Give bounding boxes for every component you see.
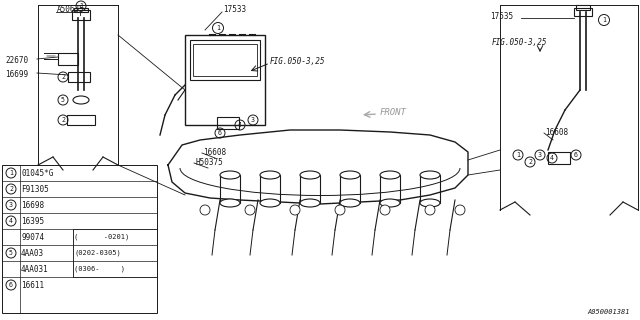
Bar xyxy=(300,175,320,203)
Circle shape xyxy=(425,205,435,215)
Text: H50375: H50375 xyxy=(195,158,223,167)
Bar xyxy=(73,229,157,277)
Ellipse shape xyxy=(340,171,360,179)
Text: 16608: 16608 xyxy=(203,148,226,157)
Ellipse shape xyxy=(220,199,240,207)
Bar xyxy=(68,72,90,82)
Text: 16611: 16611 xyxy=(21,281,44,290)
Bar xyxy=(185,35,265,125)
Bar xyxy=(420,175,440,203)
Text: 1: 1 xyxy=(516,152,520,158)
Bar xyxy=(260,175,280,203)
Circle shape xyxy=(380,205,390,215)
Text: 1: 1 xyxy=(79,3,83,9)
Bar xyxy=(58,53,78,65)
Text: 6: 6 xyxy=(218,130,222,136)
Text: 2: 2 xyxy=(528,159,532,165)
Polygon shape xyxy=(168,130,468,204)
Text: 2: 2 xyxy=(61,117,65,123)
Ellipse shape xyxy=(380,199,400,207)
Text: 4: 4 xyxy=(238,122,242,128)
Bar xyxy=(74,8,88,12)
Bar xyxy=(67,115,95,125)
Bar xyxy=(340,175,360,203)
Circle shape xyxy=(335,205,345,215)
Ellipse shape xyxy=(380,171,400,179)
Ellipse shape xyxy=(420,171,440,179)
Text: 01045*G: 01045*G xyxy=(21,169,53,178)
Text: 17533: 17533 xyxy=(223,5,246,14)
Ellipse shape xyxy=(300,171,320,179)
Text: 3: 3 xyxy=(9,202,13,208)
Text: 2: 2 xyxy=(9,186,13,192)
Text: 1: 1 xyxy=(9,170,13,176)
Circle shape xyxy=(245,205,255,215)
Ellipse shape xyxy=(220,171,240,179)
Ellipse shape xyxy=(260,171,280,179)
Text: 5: 5 xyxy=(61,97,65,103)
Ellipse shape xyxy=(300,199,320,207)
Text: F91305: F91305 xyxy=(21,185,49,194)
Circle shape xyxy=(200,205,210,215)
Text: 1: 1 xyxy=(216,25,220,31)
Text: (0306-     ): (0306- ) xyxy=(74,266,125,272)
Text: (0202-0305): (0202-0305) xyxy=(74,250,121,256)
Bar xyxy=(380,175,400,203)
Ellipse shape xyxy=(260,199,280,207)
Text: 16699: 16699 xyxy=(5,70,28,79)
Bar xyxy=(220,175,240,203)
Text: (      -0201): ( -0201) xyxy=(74,234,129,240)
Circle shape xyxy=(455,205,465,215)
Text: 99074: 99074 xyxy=(21,233,44,242)
Text: 3: 3 xyxy=(538,152,542,158)
Text: 17535: 17535 xyxy=(490,12,513,21)
Bar xyxy=(2,165,157,313)
Bar xyxy=(576,5,590,10)
Text: 6: 6 xyxy=(9,282,13,288)
Bar xyxy=(574,8,592,16)
Text: 4: 4 xyxy=(9,218,13,224)
Text: 2: 2 xyxy=(61,74,65,80)
Text: A050001381: A050001381 xyxy=(588,309,630,315)
Text: FIG.050-3,25: FIG.050-3,25 xyxy=(270,57,326,66)
Text: 16395: 16395 xyxy=(21,217,44,226)
Text: 16698: 16698 xyxy=(21,201,44,210)
Bar xyxy=(72,10,90,20)
Bar xyxy=(217,117,239,129)
Text: 4AA03: 4AA03 xyxy=(21,249,44,258)
Bar xyxy=(190,40,260,80)
Text: 1: 1 xyxy=(602,17,606,23)
Text: 3: 3 xyxy=(251,117,255,123)
Text: FRONT: FRONT xyxy=(380,108,407,117)
Text: 4: 4 xyxy=(550,155,554,161)
Bar xyxy=(193,44,257,76)
Text: 5: 5 xyxy=(9,250,13,256)
Text: 22670: 22670 xyxy=(5,56,28,65)
Text: A50635: A50635 xyxy=(57,5,84,14)
Text: FIG.050-3,25: FIG.050-3,25 xyxy=(492,38,547,47)
Circle shape xyxy=(290,205,300,215)
Text: 16608: 16608 xyxy=(545,128,568,137)
Bar xyxy=(548,152,570,164)
Ellipse shape xyxy=(420,199,440,207)
Ellipse shape xyxy=(340,199,360,207)
Text: 6: 6 xyxy=(574,152,578,158)
Text: 4AA031: 4AA031 xyxy=(21,265,49,274)
